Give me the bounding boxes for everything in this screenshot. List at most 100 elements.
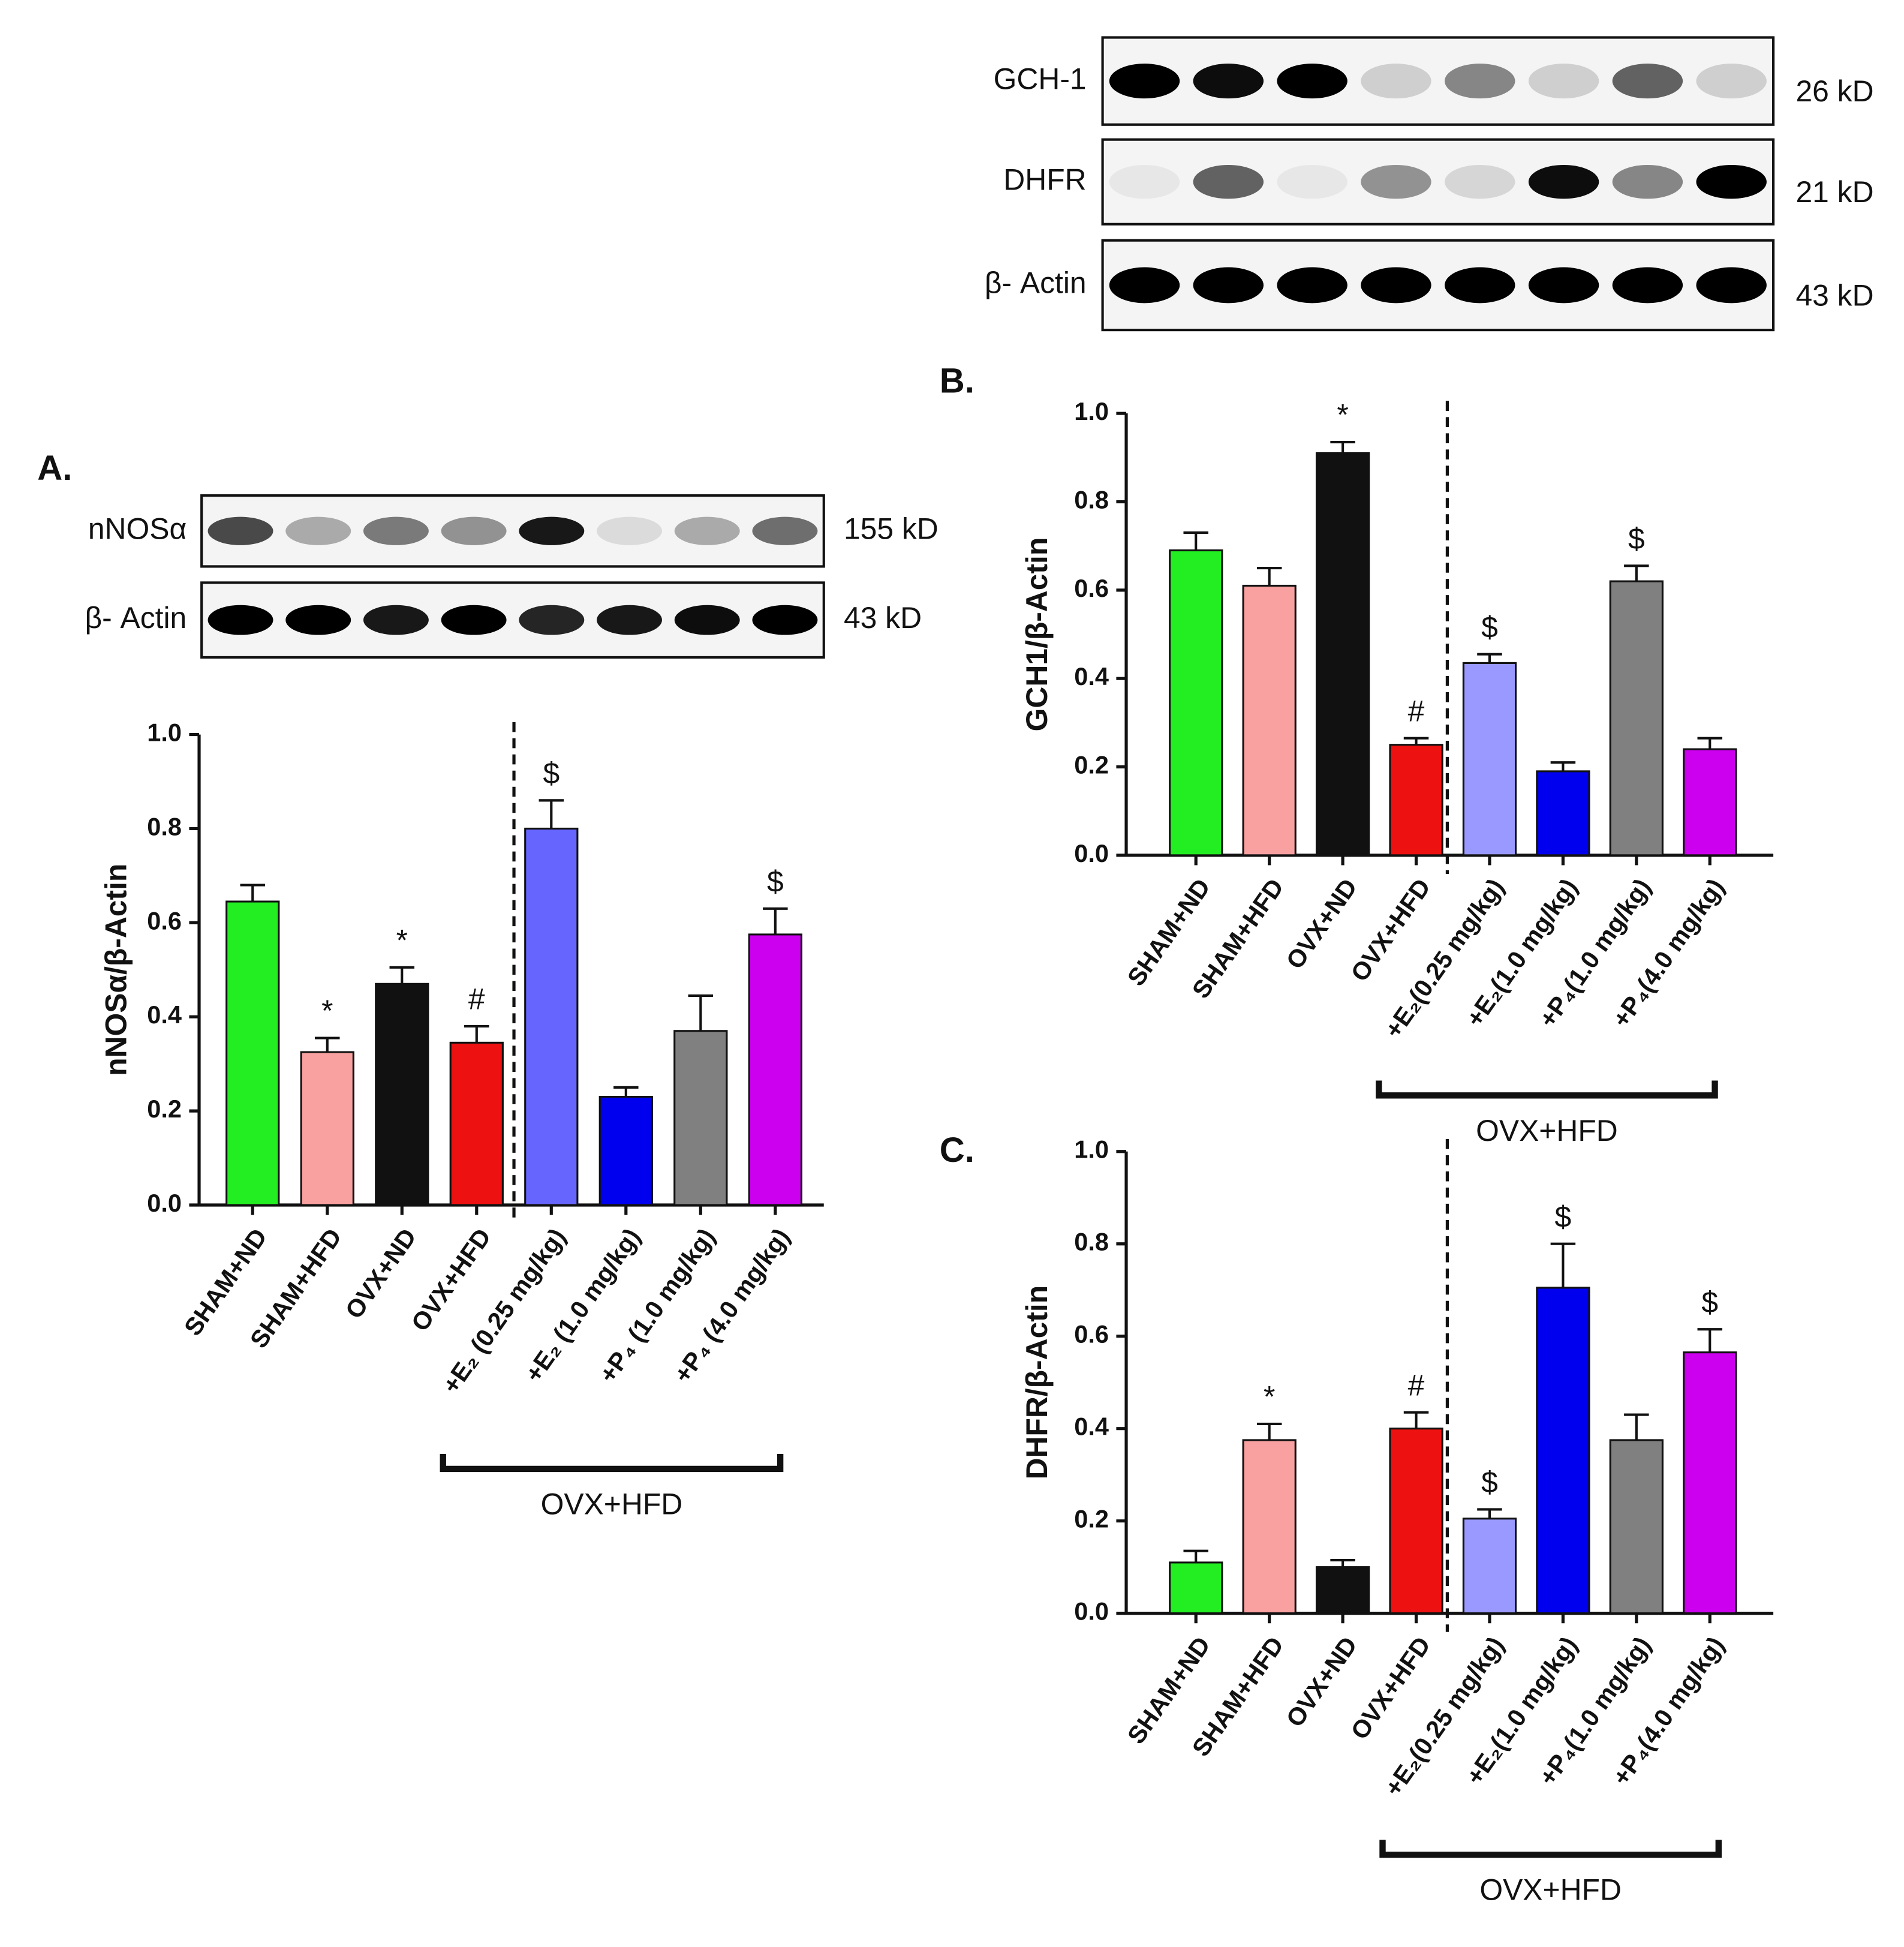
blot-band [1277,64,1347,99]
blot-size: 26 kD [1795,74,1873,108]
bar [1242,584,1297,857]
bar [1389,744,1443,857]
bar [1683,748,1737,857]
blot-band [1445,64,1515,99]
blot-band [597,605,662,635]
blot-band [1361,164,1431,199]
blot-label: β- Actin [85,601,187,635]
y-tick-label: 1.0 [1074,1135,1109,1164]
blot-band [1696,267,1767,304]
significance-marker: $ [1481,1465,1498,1499]
significance-marker: * [1337,398,1348,432]
blot-band [1277,164,1347,199]
blot-band [1193,64,1264,99]
blot-size: 43 kD [844,601,922,635]
y-tick-label: 0.6 [147,906,182,935]
blot-band [597,516,662,545]
significance-marker: # [468,982,485,1016]
blot-band [1445,267,1515,304]
bar [1169,1561,1223,1615]
y-tick-label: 0.0 [1074,1597,1109,1625]
blot-band [285,516,351,545]
bar [1462,1518,1517,1615]
blot-band [207,605,273,635]
blot-band [674,605,740,635]
panel-label: A. [37,449,72,488]
y-tick-label: 0.2 [1074,1505,1109,1533]
blot-band [1109,164,1180,199]
y-tick-label: 0.0 [1074,839,1109,867]
blot-label: DHFR [1003,163,1086,196]
blot-band [1109,64,1180,99]
significance-marker: $ [1628,522,1645,555]
bar [1389,1428,1443,1615]
blot-band [441,516,507,545]
bar [524,827,579,1206]
bar [449,1041,504,1206]
bar [300,1051,354,1206]
blot-band [519,605,585,635]
blot-band [1193,164,1264,199]
y-tick-label: 0.6 [1074,1320,1109,1348]
bar [1242,1439,1297,1615]
significance-marker: # [1408,1368,1425,1402]
bar [1536,1287,1590,1615]
y-tick-label: 0.0 [147,1189,182,1217]
significance-marker: * [396,924,408,957]
blot-band [1109,267,1180,304]
blot-band [1696,164,1767,199]
y-tick-label: 0.2 [147,1095,182,1123]
y-tick-label: 0.8 [147,812,182,840]
bar [1683,1351,1737,1615]
y-tick-label: 0.2 [1074,750,1109,779]
blot-band [1612,267,1683,304]
blot-band [1612,164,1683,199]
blot-frame [200,494,825,568]
bar [1609,580,1664,857]
bar [1536,770,1590,857]
bar [673,1030,728,1206]
group-bracket [1376,1080,1718,1099]
group-bracket [440,1454,784,1473]
significance-marker: $ [1701,1285,1718,1319]
blot-band [1612,64,1683,99]
blot-size: 155 kD [844,512,939,545]
blot-band [752,516,818,545]
group-bracket [1379,1840,1722,1858]
y-tick-label: 1.0 [147,719,182,747]
blot-band [674,516,740,545]
significance-marker: $ [543,756,560,790]
blot-band [285,605,351,635]
blot-band [363,605,429,635]
y-axis-label: GCH1/β-Actin [1020,537,1054,732]
blot-band [1528,64,1599,99]
bar [1315,452,1370,857]
y-axis-label: DHFR/β-Actin [1020,1285,1054,1480]
y-tick-label: 0.4 [1074,662,1109,690]
blot-band [1193,267,1264,304]
blot-label: GCH-1 [994,62,1087,95]
significance-marker: * [321,994,333,1027]
blot-band [1528,267,1599,304]
significance-marker: $ [1481,610,1498,644]
blot-band [207,516,273,545]
significance-marker: $ [1555,1200,1572,1233]
blot-band [1361,267,1431,304]
blot-band [752,605,818,635]
group-label: OVX+HFD [1476,1114,1618,1147]
blot-band [1445,164,1515,199]
y-tick-label: 0.4 [1074,1413,1109,1441]
significance-marker: * [1264,1380,1275,1414]
blot-band [1696,64,1767,99]
blot-band [519,516,585,545]
blot-band [363,516,429,545]
panel-label: C. [940,1131,974,1170]
bar [375,982,429,1206]
blot-size: 43 kD [1795,278,1873,312]
blot-label: β- Actin [985,266,1087,300]
y-tick-label: 0.8 [1074,1228,1109,1256]
y-tick-label: 1.0 [1074,397,1109,425]
y-tick-label: 0.4 [147,1000,182,1029]
bar [225,900,280,1206]
